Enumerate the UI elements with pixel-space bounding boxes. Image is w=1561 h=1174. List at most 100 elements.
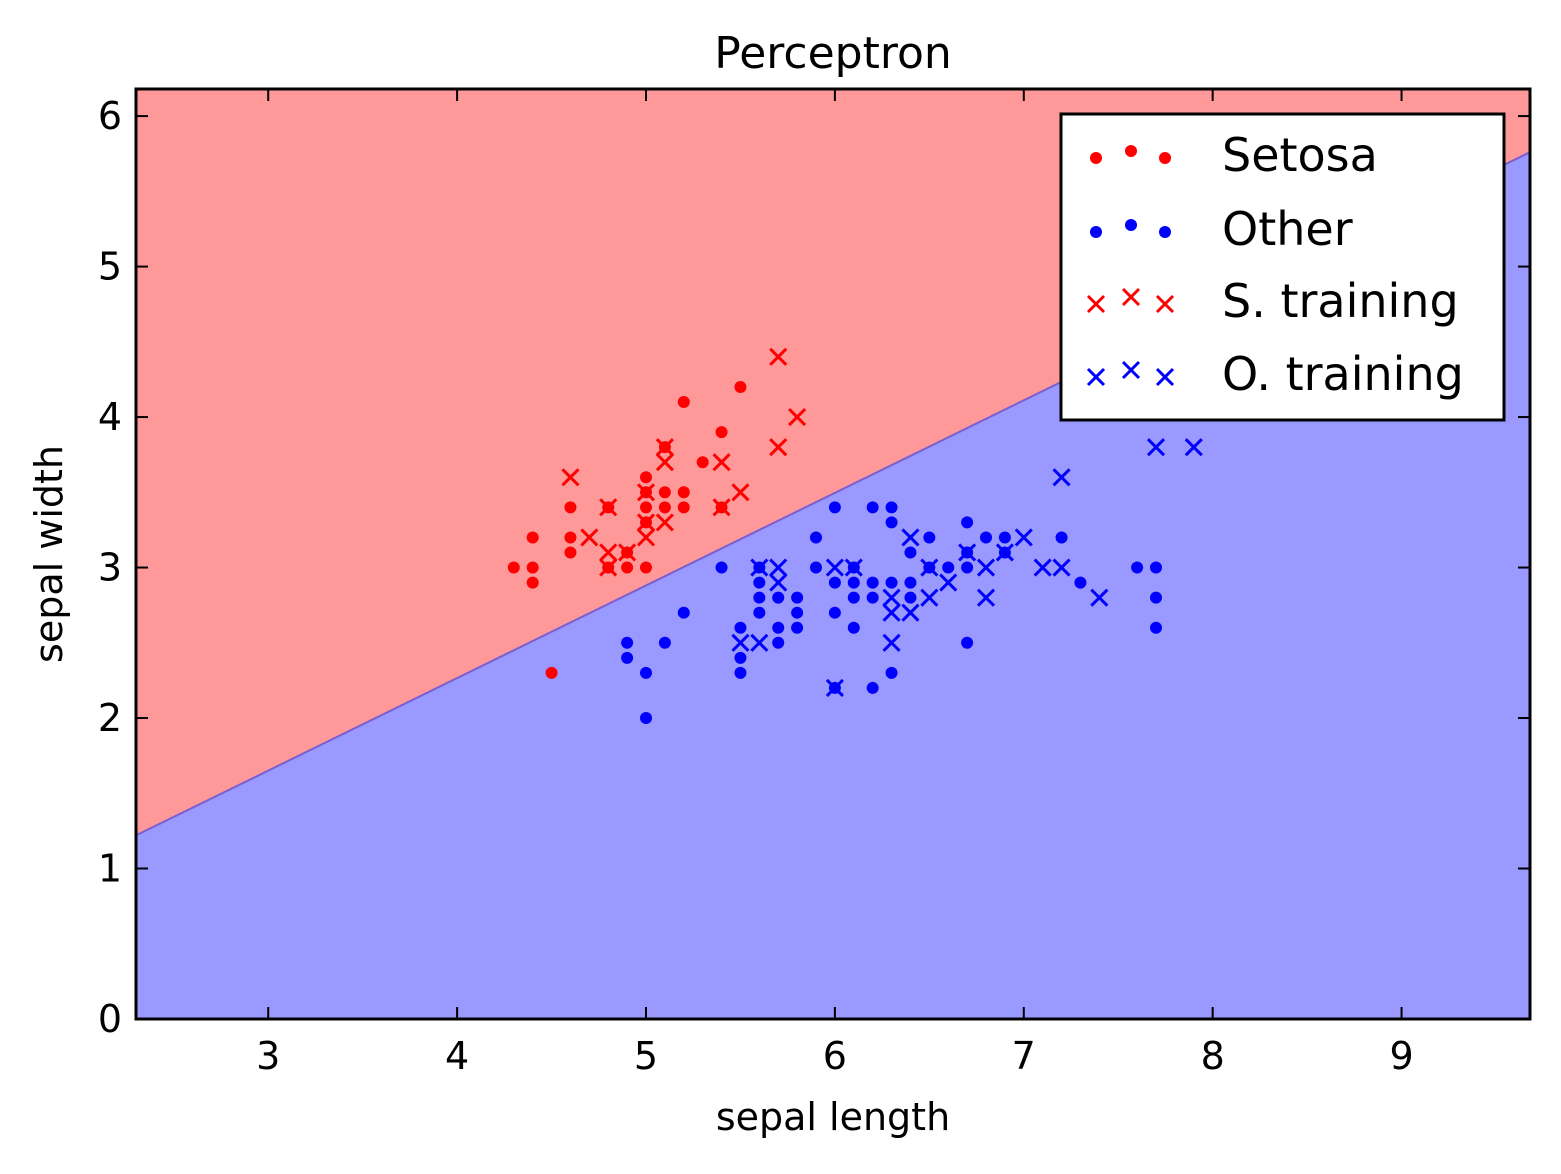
axis-ticks: 3 4 5 6 7 8 9 0 1 2 3 4 5 6	[98, 89, 1530, 1078]
o-training-point	[1014, 528, 1033, 547]
other-point	[904, 546, 917, 559]
legend-marker	[1159, 152, 1171, 164]
legend-label: Other	[1222, 202, 1353, 256]
other-point	[621, 636, 634, 649]
other-point	[810, 531, 822, 544]
o-training-point	[1052, 558, 1071, 577]
s-training-point	[636, 528, 656, 547]
o-training-point	[958, 543, 977, 562]
o-training-point	[882, 633, 901, 652]
other-point	[791, 591, 804, 604]
legend-marker	[1090, 226, 1102, 238]
o-training-point	[825, 558, 844, 577]
legend-label: O. training	[1222, 347, 1464, 401]
o-training-point	[1052, 468, 1071, 487]
setosa-point	[507, 561, 520, 574]
other-point	[866, 591, 879, 604]
s-training-point	[618, 543, 637, 562]
y-tick-label: 4	[98, 395, 122, 439]
o-training-point	[731, 633, 750, 652]
setosa-point	[640, 501, 652, 514]
legend: Setosa Other S. training O. training	[1059, 112, 1506, 422]
setosa-point	[640, 471, 652, 484]
other-point	[980, 531, 992, 544]
other-point	[677, 606, 690, 619]
o-training-point	[995, 543, 1014, 562]
s-training-point	[655, 513, 674, 532]
other-point	[1074, 576, 1087, 589]
s-training-point	[636, 483, 656, 502]
s-training-point	[636, 513, 656, 532]
o-training-point	[769, 573, 788, 592]
other-point	[791, 621, 804, 634]
s-training-point	[655, 438, 674, 457]
x-tick-label: 4	[445, 1034, 469, 1078]
setosa-point	[658, 486, 671, 499]
setosa-point	[564, 546, 577, 559]
s-training-point	[712, 453, 731, 472]
other-point	[942, 561, 955, 574]
data-points	[507, 347, 1203, 725]
other-point	[961, 636, 974, 649]
other-point	[734, 651, 747, 664]
other-point	[772, 621, 785, 634]
y-tick-label: 3	[98, 546, 122, 590]
setosa-point	[715, 426, 728, 439]
o-training-point	[825, 678, 844, 697]
other-point	[847, 576, 860, 589]
x-tick-label: 9	[1389, 1034, 1413, 1078]
o-training-point	[1090, 588, 1109, 607]
other-point	[885, 516, 898, 529]
legend-marker	[1159, 226, 1171, 238]
other-point	[640, 666, 652, 679]
legend-marker	[1155, 367, 1175, 387]
other-point	[866, 576, 879, 589]
setosa-point	[526, 576, 539, 589]
legend-marker	[1125, 219, 1137, 231]
setosa-point	[526, 561, 539, 574]
other-point	[753, 591, 766, 604]
setosa-point	[564, 501, 577, 514]
other-point	[828, 501, 841, 514]
legend-marker	[1155, 294, 1175, 314]
s-training-point	[599, 558, 618, 577]
other-point	[753, 576, 766, 589]
x-tick-label: 6	[823, 1034, 847, 1078]
legend-marker	[1121, 287, 1141, 307]
y-axis-label: sepal width	[27, 445, 71, 663]
other-point	[1150, 561, 1162, 574]
setosa-point	[640, 561, 652, 574]
other-point	[904, 576, 917, 589]
other-point	[828, 606, 841, 619]
s-training-point	[561, 468, 580, 487]
s-training-point	[769, 438, 788, 457]
other-point	[961, 516, 974, 529]
setosa-point	[677, 501, 690, 514]
o-training-point	[844, 558, 863, 577]
setosa-point	[621, 561, 634, 574]
other-point	[923, 531, 936, 544]
s-training-point	[655, 453, 674, 472]
other-point	[1150, 591, 1162, 604]
setosa-point	[677, 486, 690, 499]
other-point	[866, 501, 879, 514]
setosa-point	[658, 501, 671, 514]
other-point	[772, 591, 785, 604]
legend-marker	[1121, 360, 1141, 380]
legend-marker	[1086, 367, 1106, 387]
s-training-point	[599, 498, 618, 517]
legend-marker	[1090, 152, 1102, 164]
other-point	[904, 591, 917, 604]
y-tick-label: 5	[98, 245, 122, 289]
setosa-point	[677, 396, 690, 409]
y-tick-label: 1	[98, 847, 122, 891]
o-training-point	[769, 558, 788, 577]
o-training-point	[1184, 438, 1203, 457]
legend-marker	[1086, 294, 1106, 314]
legend-marker	[1125, 145, 1137, 157]
other-point	[640, 712, 652, 725]
other-point	[1150, 621, 1162, 634]
o-training-point	[920, 558, 939, 577]
plot-frame	[134, 87, 1532, 1021]
